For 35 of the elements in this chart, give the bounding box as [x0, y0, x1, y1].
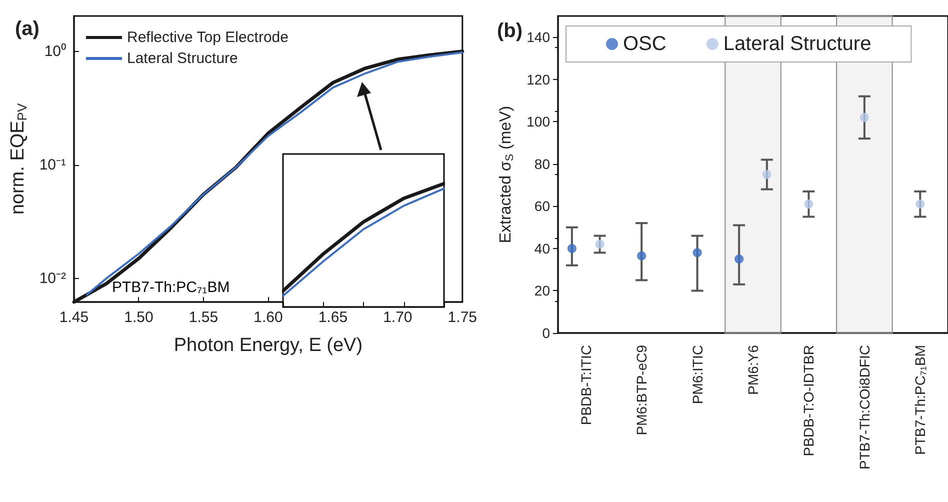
y-tick-label: 120 [526, 71, 550, 88]
x-tick-label: PM6:ITIC [689, 345, 706, 404]
x-tick-label: 1.65 [318, 309, 348, 326]
y-tick-label: 60 [534, 198, 550, 214]
x-tick-label: PTB7-Th:PC₇₁BM [912, 345, 928, 455]
x-tick-label: 1.75 [448, 309, 478, 326]
y-tick-label: 20 [534, 282, 550, 299]
y-tick-label: 80 [534, 156, 550, 172]
y-tick-label: 10⁻² [39, 270, 66, 287]
y-axis-title: norm. EQEPV [7, 103, 30, 215]
legend-label: OSC [623, 33, 666, 55]
legend-label: Lateral Structure [723, 33, 872, 55]
annotation: PTB7-Th:PC₇₁BM [112, 279, 230, 296]
y-tick-label: 0 [542, 325, 550, 341]
chart-title: (a) [15, 18, 40, 40]
y-tick-label: 100 [526, 114, 550, 130]
x-tick-label: 1.70 [383, 309, 412, 326]
x-tick-label: PM6:BTP-eC9 [634, 344, 650, 436]
x-axis-title: Photon Energy, E (eV) [174, 335, 363, 356]
x-tick-label: PTB7-Th:COi8DFIC [856, 345, 872, 470]
legend-label: Lateral Structure [127, 50, 238, 67]
x-tick-label: 1.55 [188, 309, 218, 326]
x-tick-label: 1.60 [254, 309, 283, 326]
y-axis-title: Extracted σS (meV) [498, 106, 516, 244]
x-tick-label: PBDB-T:ITIC [578, 345, 594, 426]
x-tick-label: 1.50 [124, 309, 154, 326]
y-tick-label: 40 [534, 240, 550, 256]
y-tick-label: 140 [526, 29, 550, 46]
y-tick-label: 10⁰ [44, 42, 66, 60]
x-tick-label: PBDB-T:O-IDTBR [800, 345, 817, 456]
x-tick-label: PM6:Y6 [745, 344, 761, 395]
y-tick-label: 10⁻¹ [39, 156, 66, 174]
legend-label: Reflective Top Electrode [127, 29, 288, 46]
chart-title: (b) [497, 20, 523, 42]
x-tick-label: 1.45 [59, 309, 89, 326]
